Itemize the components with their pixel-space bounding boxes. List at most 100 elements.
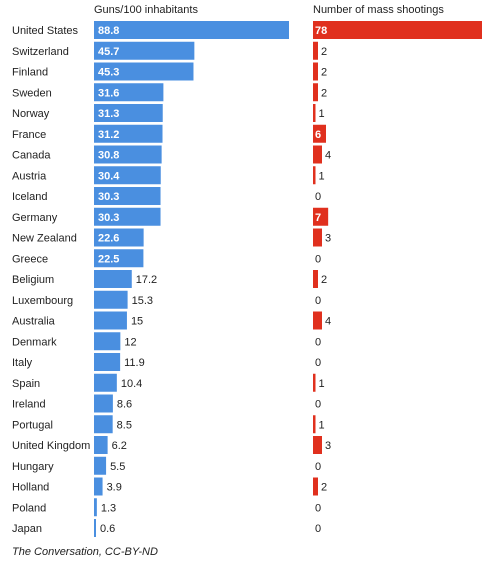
- shootings-value-label: 0: [315, 336, 321, 348]
- guns-bar: [94, 62, 194, 81]
- shootings-value-label: 4: [325, 316, 331, 328]
- guns-bar: [94, 166, 161, 185]
- guns-value-label: 1.3: [101, 502, 116, 514]
- guns-bar: [94, 207, 161, 226]
- guns-value-label: 10.4: [121, 378, 142, 390]
- shootings-value-label: 1: [319, 108, 325, 120]
- guns-value-label: 11.9: [124, 357, 145, 369]
- guns-bar: [94, 249, 144, 268]
- guns-value-label: 5.5: [110, 461, 125, 473]
- guns-bar: [94, 124, 163, 143]
- category-label: Ireland: [12, 399, 46, 411]
- guns-value-label: 88.8: [98, 25, 119, 37]
- source-credit: The Conversation, CC-BY-ND: [12, 546, 158, 558]
- guns-value-label: 22.5: [98, 253, 119, 265]
- shootings-bar: [313, 166, 316, 185]
- shootings-value-label: 2: [321, 67, 327, 79]
- shootings-value-label: 0: [315, 461, 321, 473]
- shootings-value-label: 4: [325, 150, 331, 162]
- category-label: Iceland: [12, 191, 47, 203]
- guns-value-label: 30.4: [98, 170, 120, 182]
- guns-bar: [94, 228, 144, 247]
- shootings-value-label: 0: [315, 191, 321, 203]
- category-label: Austria: [12, 170, 47, 182]
- shootings-value-label: 0: [315, 253, 321, 265]
- guns-value-label: 15: [131, 316, 143, 328]
- shootings-bar: [313, 436, 322, 454]
- guns-bar: [94, 477, 103, 496]
- shootings-column-header: Number of mass shootings: [313, 4, 444, 16]
- guns-bar: [94, 290, 128, 309]
- guns-bar: [94, 187, 161, 205]
- guns-value-label: 45.3: [98, 67, 119, 79]
- shootings-bar: [313, 270, 318, 288]
- shootings-value-label: 0: [315, 523, 321, 535]
- guns-bar: [94, 145, 162, 164]
- shootings-value-label: 0: [315, 295, 321, 307]
- category-label: Australia: [12, 316, 56, 328]
- shootings-value-label: 2: [321, 274, 327, 286]
- shootings-bar: [313, 311, 322, 330]
- guns-value-label: 15.3: [132, 295, 153, 307]
- category-label: Japan: [12, 523, 42, 535]
- guns-bar: [94, 41, 195, 60]
- chart-rows: United States 88.8 78 Switzerland 45.7 2 Finla…: [12, 21, 482, 537]
- shootings-bar: [313, 477, 318, 496]
- shootings-bar: [313, 373, 316, 392]
- category-label: Finland: [12, 67, 48, 79]
- shootings-value-label: 0: [315, 399, 321, 411]
- guns-bar: [94, 21, 289, 39]
- shootings-value-label: 2: [321, 87, 327, 99]
- shootings-value-label: 1: [319, 378, 325, 390]
- shootings-value-label: 1: [319, 170, 325, 182]
- guns-value-label: 31.2: [98, 129, 119, 141]
- guns-value-label: 6.2: [112, 440, 127, 452]
- category-label: United States: [12, 25, 79, 37]
- guns-bar: [94, 270, 132, 288]
- category-label: Hungary: [12, 461, 54, 473]
- category-label: Canada: [12, 150, 51, 162]
- guns-value-label: 3.9: [107, 482, 122, 494]
- shootings-value-label: 2: [321, 482, 327, 494]
- guns-value-label: 0.6: [100, 523, 115, 535]
- category-label: Italy: [12, 357, 33, 369]
- shootings-bar: [313, 145, 322, 164]
- shootings-bar: [313, 41, 318, 60]
- guns-value-label: 22.6: [98, 233, 119, 245]
- guns-bar: [94, 332, 121, 351]
- shootings-value-label: 3: [325, 440, 331, 452]
- category-label: United Kingdom: [12, 440, 90, 452]
- guns-bar: [94, 394, 113, 413]
- guns-value-label: 17.2: [136, 274, 157, 286]
- guns-bar: [94, 436, 108, 454]
- guns-value-label: 30.3: [98, 212, 119, 224]
- guns-value-label: 30.3: [98, 191, 119, 203]
- category-label: Holland: [12, 482, 49, 494]
- category-label: New Zealand: [12, 233, 77, 245]
- category-label: Portugal: [12, 419, 53, 431]
- category-label: Norway: [12, 108, 50, 120]
- shootings-bar: [313, 228, 322, 247]
- shootings-value-label: 0: [315, 502, 321, 514]
- guns-value-label: 31.3: [98, 108, 119, 120]
- guns-bar: [94, 373, 117, 392]
- guns-bar: [94, 456, 107, 475]
- shootings-value-label: 1: [319, 419, 325, 431]
- guns-bar: [94, 519, 96, 537]
- guns-value-label: 30.8: [98, 150, 119, 162]
- shootings-bar: [313, 415, 316, 434]
- category-label: Spain: [12, 378, 40, 390]
- shootings-value-label: 2: [321, 46, 327, 58]
- guns-value-label: 8.6: [117, 399, 132, 411]
- category-label: Beligium: [12, 274, 54, 286]
- category-label: Greece: [12, 253, 48, 265]
- guns-column-header: Guns/100 inhabitants: [94, 4, 198, 16]
- shootings-value-label: 3: [325, 233, 331, 245]
- guns-bar: [94, 353, 121, 371]
- guns-bar: [94, 311, 127, 330]
- category-label: Luxembourg: [12, 295, 73, 307]
- shootings-bar: [313, 83, 318, 102]
- category-label: Switzerland: [12, 46, 69, 58]
- shootings-bar: [313, 124, 326, 143]
